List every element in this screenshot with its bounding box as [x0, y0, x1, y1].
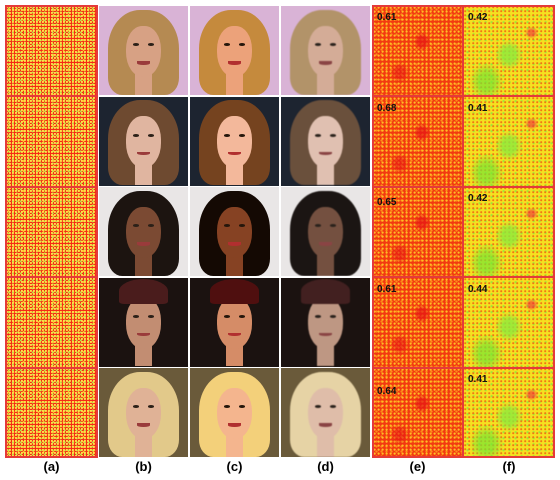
face-image-d-5	[281, 368, 370, 457]
heatmap-f-5: 0.41	[464, 368, 554, 457]
noise-tile-a-1	[6, 6, 97, 95]
score-f: 0.44	[468, 283, 488, 295]
noise-tile-a-2	[6, 96, 97, 186]
score-e: 0.65	[377, 197, 397, 208]
panel-label: (b)	[135, 459, 152, 474]
face-image-c-4	[190, 277, 279, 367]
noise-tile-a-3	[6, 187, 97, 276]
grid-line	[96, 5, 98, 458]
face-illustration	[99, 97, 188, 186]
grid-line	[372, 186, 555, 188]
face-image-d-1	[281, 6, 370, 95]
heatmap-e-4: 0.61	[373, 277, 462, 367]
grid-line	[372, 367, 555, 369]
face-image-c-2	[190, 96, 279, 186]
face-image-d-4	[281, 277, 370, 367]
face-illustration	[281, 187, 370, 276]
score-e: 0.64	[377, 386, 397, 397]
face-image-c-3	[190, 187, 279, 276]
score-f: 0.41	[468, 374, 488, 385]
heatmap-f-2: 0.41	[464, 96, 554, 186]
grid-line	[5, 367, 98, 369]
face-illustration	[99, 368, 188, 457]
heatmap-e-2: 0.68	[373, 96, 462, 186]
grid-line	[5, 5, 7, 458]
noise-tile-a-5	[6, 368, 97, 457]
grid-line	[5, 276, 98, 278]
panel-label: (c)	[226, 459, 243, 474]
face-illustration	[190, 368, 279, 457]
face-image-c-5	[190, 368, 279, 457]
grid-line	[372, 5, 374, 458]
score-e: 0.68	[377, 102, 397, 114]
grid-line	[5, 5, 98, 7]
score-e: 0.61	[377, 283, 397, 295]
heatmap-f-3: 0.42	[464, 187, 554, 276]
face-illustration	[190, 187, 279, 276]
heatmap-f-1: 0.42	[464, 6, 554, 95]
heatmap-e-3: 0.65	[373, 187, 462, 276]
face-illustration	[281, 97, 370, 186]
panel-label: (e)	[409, 459, 426, 474]
grid-line	[553, 5, 555, 458]
heatmap-e-1: 0.61	[373, 6, 462, 95]
face-image-b-5	[99, 368, 188, 457]
score-f: 0.41	[468, 102, 488, 114]
face-illustration	[99, 6, 188, 95]
face-image-b-4	[99, 277, 188, 367]
face-illustration	[99, 278, 188, 367]
noise-tile-a-4	[6, 277, 97, 367]
face-image-b-1	[99, 6, 188, 95]
panel-label: (f)	[502, 459, 516, 474]
face-image-c-1	[190, 6, 279, 95]
face-illustration	[281, 6, 370, 95]
face-illustration	[281, 368, 370, 457]
grid-line	[5, 456, 98, 458]
score-e: 0.61	[377, 12, 397, 23]
face-image-b-3	[99, 187, 188, 276]
grid-line	[5, 95, 98, 97]
face-illustration	[281, 278, 370, 367]
face-illustration	[190, 97, 279, 186]
grid-line	[462, 5, 464, 458]
face-image-b-2	[99, 96, 188, 186]
heatmap-f-4: 0.44	[464, 277, 554, 367]
score-f: 0.42	[468, 12, 488, 23]
grid-line	[5, 186, 98, 188]
heatmap-e-5: 0.64	[373, 368, 462, 457]
panel-label: (d)	[317, 459, 334, 474]
face-illustration	[190, 278, 279, 367]
face-image-d-2	[281, 96, 370, 186]
face-illustration	[190, 6, 279, 95]
face-illustration	[99, 187, 188, 276]
grid-line	[372, 276, 555, 278]
score-f: 0.42	[468, 193, 488, 204]
panel-label: (a)	[43, 459, 60, 474]
grid-line	[372, 95, 555, 97]
face-image-d-3	[281, 187, 370, 276]
